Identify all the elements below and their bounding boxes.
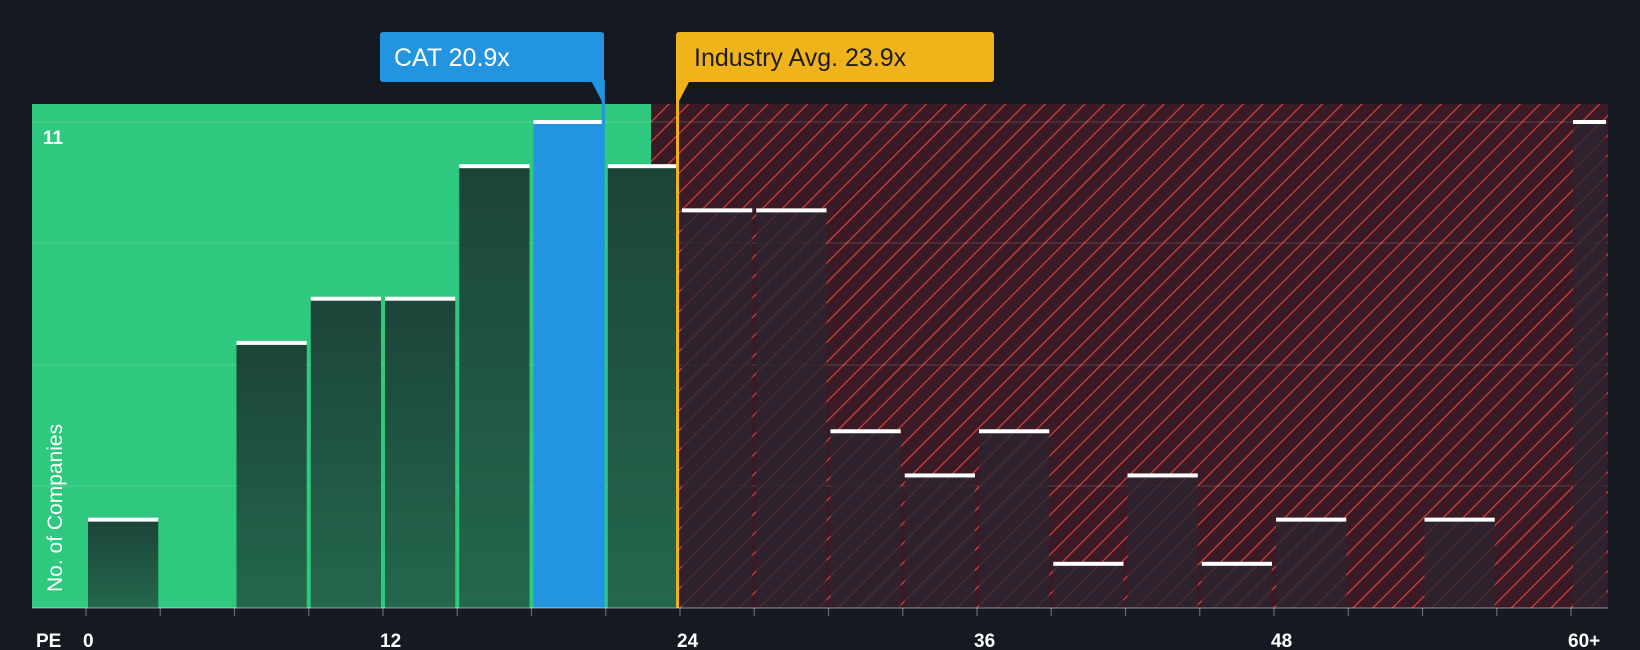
bar-15 (459, 166, 530, 608)
x-tick-label-0: 0 (83, 631, 94, 650)
industry-callout-label: Industry Avg. 23.9x (694, 44, 907, 72)
callouts: CAT 20.9x Industry Avg. 23.9x (380, 32, 994, 104)
company-callout-pointer (591, 81, 604, 104)
bar-0 (88, 519, 159, 608)
bar-36 (979, 431, 1050, 608)
bar-cap-12 (385, 296, 456, 301)
bar-cap-24 (682, 208, 753, 213)
y-axis-title: No. of Companies (44, 424, 67, 592)
x-tick-label-36: 36 (974, 631, 995, 650)
y-max-label: 11 (43, 128, 64, 149)
histogram-bars (88, 120, 1606, 608)
industry-callout-box (676, 32, 994, 82)
bar-21 (607, 166, 678, 608)
bar-39 (1053, 563, 1124, 608)
bar-9 (310, 298, 381, 608)
axes: PE 11 No. of Companies 0 12 24 36 48 60+ (32, 128, 1608, 650)
bar-45 (1201, 563, 1272, 608)
bar-cap-9 (310, 296, 381, 301)
x-tick-label-60: 60+ (1568, 631, 1600, 650)
industry-callout-pointer (677, 81, 690, 104)
bar-48 (1276, 519, 1347, 608)
x-tick-label-48: 48 (1271, 631, 1292, 650)
x-tick-label-12: 12 (380, 631, 401, 650)
bar-30 (830, 431, 901, 608)
bar-cap-45 (1201, 561, 1272, 566)
bar-cap-48 (1276, 517, 1347, 522)
bar-cap-54 (1424, 517, 1495, 522)
bar-cap-60 (1573, 120, 1606, 124)
bar-cap-27 (756, 208, 827, 213)
bar-cap-0 (88, 517, 159, 522)
x-axis-metric-label: PE (36, 631, 61, 650)
bar-cap-33 (904, 473, 975, 478)
bar-6 (236, 342, 307, 608)
bar-cap-18 (533, 120, 604, 124)
bar-cap-39 (1053, 561, 1124, 566)
bar-cap-42 (1127, 473, 1198, 478)
bar-cap-21 (607, 164, 678, 169)
bar-27 (756, 210, 827, 608)
bar-42 (1127, 475, 1198, 608)
bar-33 (904, 475, 975, 608)
bar-cap-6 (236, 340, 307, 345)
bar-cap-15 (459, 164, 530, 169)
company-callout-box (380, 32, 604, 82)
bar-cap-36 (979, 429, 1050, 434)
value-markers (601, 80, 680, 608)
bar-60 (1573, 122, 1606, 608)
bar-24 (682, 210, 753, 608)
bar-cap-30 (830, 429, 901, 434)
company-callout-label: CAT 20.9x (394, 44, 510, 72)
bar-12 (385, 298, 456, 608)
bar-18 (533, 122, 604, 608)
bar-54 (1424, 519, 1495, 608)
x-tick-label-24: 24 (677, 631, 699, 650)
